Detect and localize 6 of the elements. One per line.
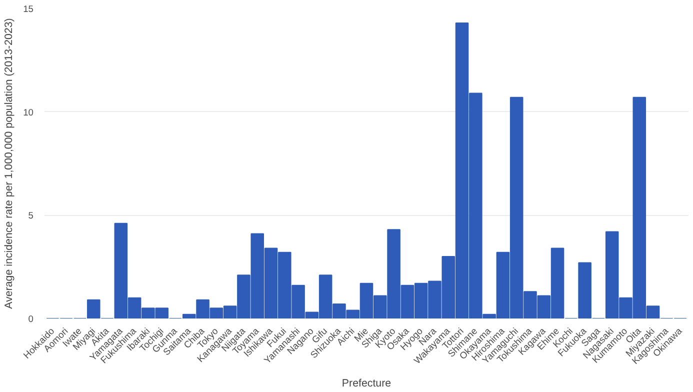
y-tick-label: 10 <box>23 107 34 118</box>
y-tick-label: 0 <box>28 314 34 324</box>
y-axis-title: Average incidence rate per 1,000,000 population (2013-2023) <box>3 18 16 309</box>
y-tick-label: 15 <box>23 4 34 14</box>
y-tick-label: 5 <box>28 210 34 221</box>
x-axis-title: Prefecture <box>342 378 392 390</box>
